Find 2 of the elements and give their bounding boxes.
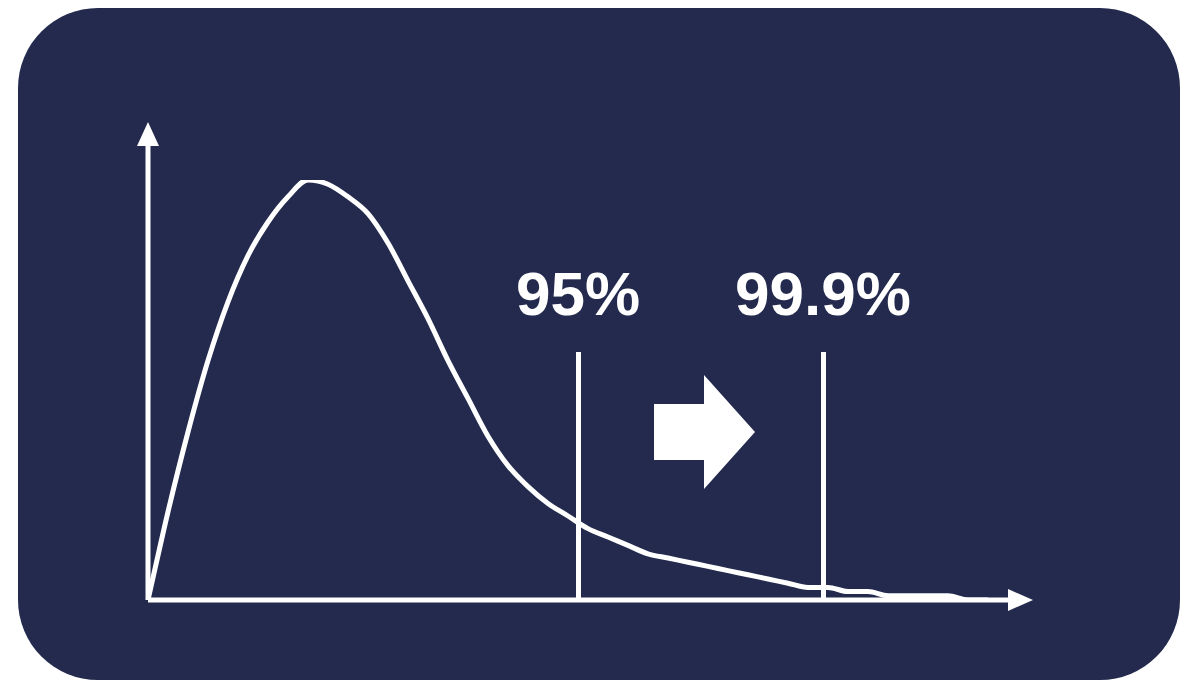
annotation: 95% xyxy=(514,258,642,330)
annotation: 99.9% xyxy=(734,258,912,330)
